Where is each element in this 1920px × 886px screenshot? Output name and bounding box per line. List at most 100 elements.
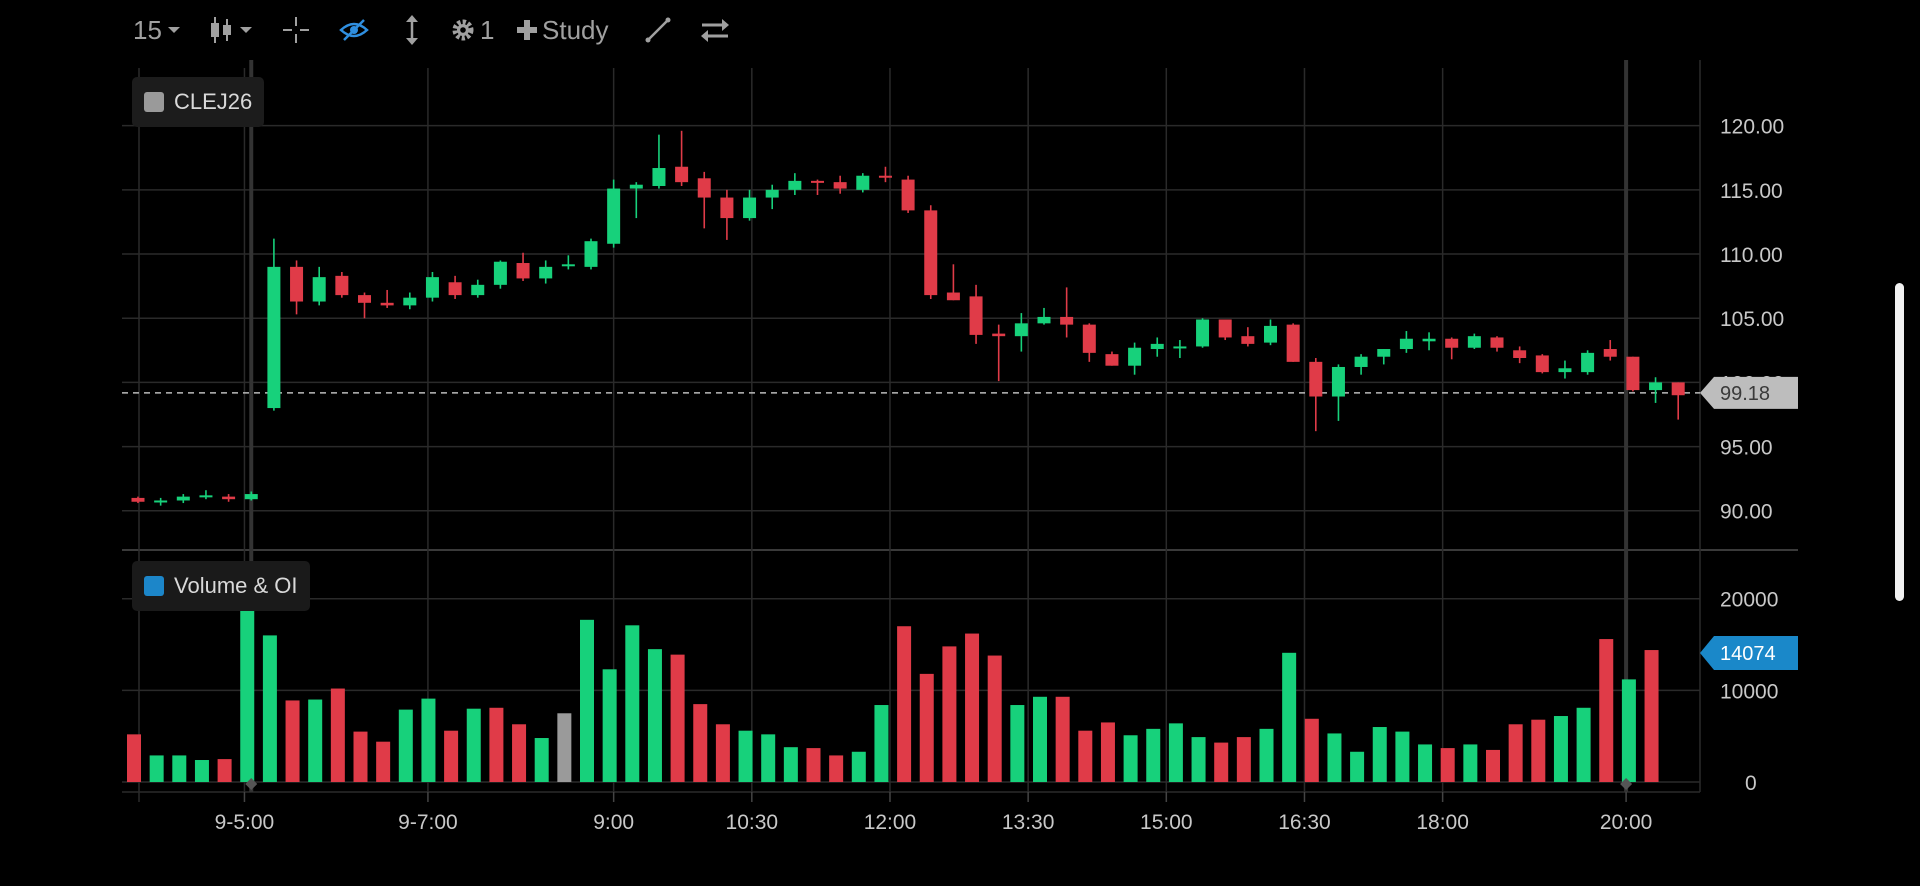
chevron-down-icon: [167, 27, 180, 33]
candle-body: [584, 241, 598, 267]
x-tick-label: 9:00: [593, 811, 634, 834]
candle-body: [1286, 324, 1300, 362]
draw-line-tool[interactable]: [644, 10, 672, 50]
session-marker: [1620, 778, 1633, 790]
candle-body: [358, 295, 371, 303]
candle-body: [1173, 346, 1187, 349]
volume-bar: [602, 669, 617, 782]
candle-body: [607, 188, 621, 244]
candle-body: [629, 184, 643, 189]
candle-body: [1603, 349, 1617, 357]
volume-tick-label: 10000: [1720, 680, 1778, 703]
candle-body: [1128, 347, 1142, 366]
compare-button[interactable]: [700, 10, 730, 50]
volume-tick-label: 20000: [1720, 589, 1778, 612]
volume-bar: [1327, 733, 1342, 782]
volume-bar: [1236, 737, 1251, 782]
x-tick-label: 18:00: [1416, 811, 1469, 834]
x-tick-label: 10:30: [726, 811, 779, 834]
candle-body: [380, 302, 394, 306]
x-tick-label: 16:30: [1278, 811, 1331, 834]
volume-bar: [806, 748, 821, 782]
volume-bar: [1168, 723, 1183, 782]
volume-bar: [897, 626, 912, 782]
volume-bar: [987, 655, 1002, 782]
candle-body: [1399, 338, 1413, 350]
candle-body: [1558, 368, 1572, 373]
candle-body: [924, 210, 938, 296]
candle-body: [856, 175, 870, 190]
volume-bar: [761, 734, 776, 782]
volume-bar: [534, 738, 549, 782]
candle-body: [154, 500, 168, 503]
volume-bar: [1282, 652, 1297, 782]
volume-bar: [1486, 749, 1500, 782]
plus-icon: [517, 20, 537, 40]
volume-bar: [398, 709, 413, 782]
volume-tick-label: 0: [1745, 772, 1757, 795]
chart-toolbar: 15: [0, 0, 1920, 60]
volume-bar: [715, 724, 730, 782]
volume-bar: [194, 760, 209, 782]
candle-body: [1377, 349, 1391, 357]
volume-bar: [1440, 748, 1455, 782]
volume-bar: [1191, 737, 1206, 782]
volume-bar: [965, 633, 980, 782]
volume-bar: [172, 755, 187, 782]
vertical-scrollbar[interactable]: [1895, 283, 1904, 601]
chevron-down-icon: [240, 27, 252, 33]
candle-body: [131, 497, 145, 502]
chart-type-selector[interactable]: [208, 10, 254, 50]
volume-bar: [1372, 727, 1387, 782]
volume-bar: [1576, 707, 1591, 782]
volume-bar: [1463, 744, 1478, 782]
interval-selector[interactable]: 15: [133, 10, 182, 50]
candle-body: [1445, 338, 1459, 348]
candle-body: [1490, 337, 1504, 348]
crosshair-tool[interactable]: [281, 10, 311, 50]
volume-bar: [217, 759, 232, 782]
price-tick-label: 120.00: [1720, 116, 1784, 139]
candle-body: [1467, 336, 1481, 348]
vertical-arrows-icon: [406, 15, 418, 45]
volume-bar: [421, 698, 436, 782]
settings-button[interactable]: 1: [450, 10, 494, 50]
volume-label: Volume & OI: [174, 573, 298, 598]
volume-series: [127, 589, 1659, 782]
volume-bar: [783, 747, 798, 782]
volume-bar: [1304, 718, 1319, 782]
last-volume-label: 14074: [1720, 643, 1776, 665]
visibility-toggle[interactable]: [338, 10, 370, 50]
candle-body: [561, 264, 575, 267]
candle-body: [244, 494, 258, 500]
candle-body: [539, 266, 553, 279]
volume-bar: [444, 730, 459, 782]
candle-body: [901, 179, 915, 211]
volume-swatch[interactable]: [144, 576, 164, 596]
price-tick-label: 105.00: [1720, 308, 1784, 331]
symbol-legend[interactable]: CLEJ26: [132, 77, 265, 127]
last-price-tag: [1700, 376, 1798, 409]
crosshair-icon: [283, 17, 309, 43]
volume-legend[interactable]: Volume & OI: [132, 561, 310, 611]
volume-bar: [376, 741, 391, 782]
add-study-button[interactable]: Study: [516, 10, 609, 50]
swap-arrows-icon: [701, 19, 729, 42]
volume-bar: [829, 755, 844, 782]
scale-tool[interactable]: [402, 10, 422, 50]
candle-body: [335, 275, 349, 296]
volume-bar: [1033, 696, 1047, 782]
volume-bar: [489, 707, 504, 782]
candle-body: [1513, 350, 1527, 358]
volume-bar: [1078, 730, 1093, 782]
candle-body: [992, 333, 1006, 337]
volume-bar: [874, 705, 889, 782]
symbol-swatch[interactable]: [144, 92, 164, 112]
candle-body: [1196, 319, 1210, 347]
candle-body: [471, 284, 485, 296]
candle-body: [788, 180, 802, 190]
candle-body: [1105, 354, 1119, 366]
candle-body: [176, 496, 190, 501]
candle-body: [743, 197, 757, 219]
